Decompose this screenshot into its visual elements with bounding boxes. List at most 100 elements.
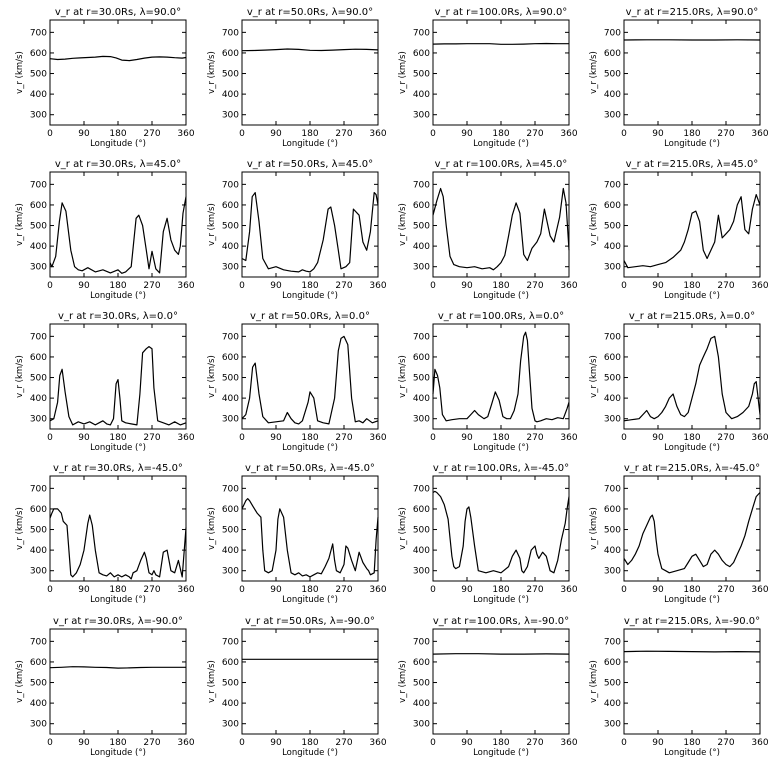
y-tick-label: 500 [222, 526, 239, 536]
y-tick-label: 700 [222, 484, 239, 494]
chart-panel-5: v_r at r=30.0Rs, λ=45.0° 0 90 180 270 360 300 4… [15, 159, 195, 301]
y-tick-label: 400 [413, 546, 430, 556]
x-axis-label: Longitude (°) [90, 443, 146, 453]
x-tick-label: 180 [301, 433, 318, 443]
chart-title: v_r at r=30.0Rs, λ=-90.0° [53, 616, 183, 627]
x-tick-label: 180 [109, 433, 126, 443]
y-axis-label: v_r (km/s) [15, 355, 25, 398]
y-tick-label: 400 [413, 699, 430, 709]
y-tick-label: 400 [222, 242, 239, 252]
x-tick-label: 90 [270, 585, 282, 595]
y-tick-label: 300 [604, 720, 621, 730]
x-axis-label: Longitude (°) [282, 443, 338, 453]
x-tick-label: 90 [652, 281, 664, 291]
x-tick-label: 180 [683, 738, 700, 748]
y-axis-label: v_r (km/s) [398, 507, 408, 550]
x-tick-label: 0 [239, 129, 245, 139]
plot-frame [49, 19, 187, 126]
x-axis-label: Longitude (°) [282, 291, 338, 301]
x-axis-label: Longitude (°) [664, 291, 720, 301]
x-tick-label: 0 [430, 738, 436, 748]
y-tick-label: 700 [604, 637, 621, 647]
x-tick-label: 0 [430, 281, 436, 291]
x-tick-label: 270 [335, 433, 352, 443]
y-tick-label: 500 [222, 222, 239, 232]
chart-panel-14: v_r at r=50.0Rs, λ=-45.0° 0 90 180 270 360 300… [207, 463, 387, 605]
series-line [623, 650, 761, 653]
chart-title: v_r at r=30.0Rs, λ=-45.0° [53, 463, 183, 474]
x-tick-label: 360 [751, 281, 768, 291]
y-tick-label: 300 [413, 111, 430, 121]
series-line [241, 192, 379, 273]
y-tick-label: 300 [413, 415, 430, 425]
chart-panel-15: v_r at r=100.0Rs, λ=-45.0° 0 90 180 270 360 30… [398, 463, 578, 605]
x-tick-label: 180 [492, 281, 509, 291]
x-tick-label: 270 [717, 281, 734, 291]
chart-title: v_r at r=100.0Rs, λ=-90.0° [433, 616, 569, 627]
x-tick-label: 0 [430, 129, 436, 139]
y-axis-label: v_r (km/s) [15, 203, 25, 246]
x-tick-label: 270 [335, 281, 352, 291]
chart-panel-7: v_r at r=100.0Rs, λ=45.0° 0 90 180 270 360 300… [398, 159, 578, 301]
x-tick-label: 360 [369, 433, 386, 443]
y-tick-label: 600 [30, 505, 47, 515]
x-tick-label: 90 [652, 129, 664, 139]
x-tick-label: 360 [369, 585, 386, 595]
y-tick-label: 500 [413, 70, 430, 80]
y-tick-label: 300 [30, 263, 47, 273]
chart-panel-20: v_r at r=215.0Rs, λ=-90.0° 0 90 180 270 360 30… [589, 616, 768, 758]
x-tick-label: 180 [301, 585, 318, 595]
y-tick-label: 400 [222, 699, 239, 709]
y-tick-label: 700 [30, 637, 47, 647]
plot-frame [623, 19, 761, 126]
x-tick-label: 0 [430, 433, 436, 443]
x-tick-label: 270 [335, 738, 352, 748]
series-line [241, 335, 379, 425]
x-tick-label: 0 [47, 281, 53, 291]
x-axis-label: Longitude (°) [90, 139, 146, 149]
x-tick-label: 360 [177, 281, 194, 291]
chart-panel-1: v_r at r=30.0Rs, λ=90.0° 0 90 180 270 360 300 4… [15, 7, 195, 149]
series-line [49, 666, 186, 669]
plot-frame [49, 323, 187, 430]
x-tick-label: 360 [751, 738, 768, 748]
chart-panel-2: v_r at r=50.0Rs, λ=90.0° 0 90 180 270 360 300 4… [207, 7, 387, 149]
x-tick-label: 0 [621, 433, 627, 443]
y-tick-label: 600 [30, 353, 47, 363]
x-axis-label: Longitude (°) [473, 443, 529, 453]
series-line [623, 492, 761, 574]
x-tick-label: 360 [177, 129, 194, 139]
y-axis-label: v_r (km/s) [207, 660, 217, 703]
chart-panel-11: v_r at r=100.0Rs, λ=0.0° 0 90 180 270 360 300 4… [398, 311, 578, 453]
y-axis-label: v_r (km/s) [15, 51, 25, 94]
x-tick-label: 0 [239, 585, 245, 595]
y-tick-label: 400 [413, 90, 430, 100]
y-tick-label: 700 [222, 28, 239, 38]
x-tick-label: 360 [560, 738, 577, 748]
x-tick-label: 180 [109, 738, 126, 748]
y-tick-label: 600 [604, 658, 621, 668]
x-tick-label: 360 [560, 129, 577, 139]
y-tick-label: 400 [604, 242, 621, 252]
x-axis-label: Longitude (°) [282, 748, 338, 758]
chart-panel-4: v_r at r=215.0Rs, λ=90.0° 0 90 180 270 360 300… [589, 7, 768, 149]
x-tick-label: 360 [369, 129, 386, 139]
plot-frame [241, 171, 379, 278]
x-tick-label: 0 [621, 738, 627, 748]
x-tick-label: 270 [526, 585, 543, 595]
y-tick-label: 600 [222, 49, 239, 59]
y-tick-label: 500 [222, 374, 239, 384]
y-tick-label: 300 [413, 567, 430, 577]
y-tick-label: 700 [413, 180, 430, 190]
y-tick-label: 700 [30, 180, 47, 190]
x-axis-label: Longitude (°) [664, 443, 720, 453]
y-tick-label: 300 [413, 720, 430, 730]
plot-frame [623, 628, 761, 735]
chart-title: v_r at r=30.0Rs, λ=90.0° [55, 7, 181, 18]
y-tick-label: 600 [222, 353, 239, 363]
chart-panel-12: v_r at r=215.0Rs, λ=0.0° 0 90 180 270 360 300 4… [589, 311, 768, 453]
x-tick-label: 180 [301, 129, 318, 139]
y-tick-label: 700 [222, 332, 239, 342]
x-tick-label: 0 [47, 585, 53, 595]
y-tick-label: 600 [604, 505, 621, 515]
